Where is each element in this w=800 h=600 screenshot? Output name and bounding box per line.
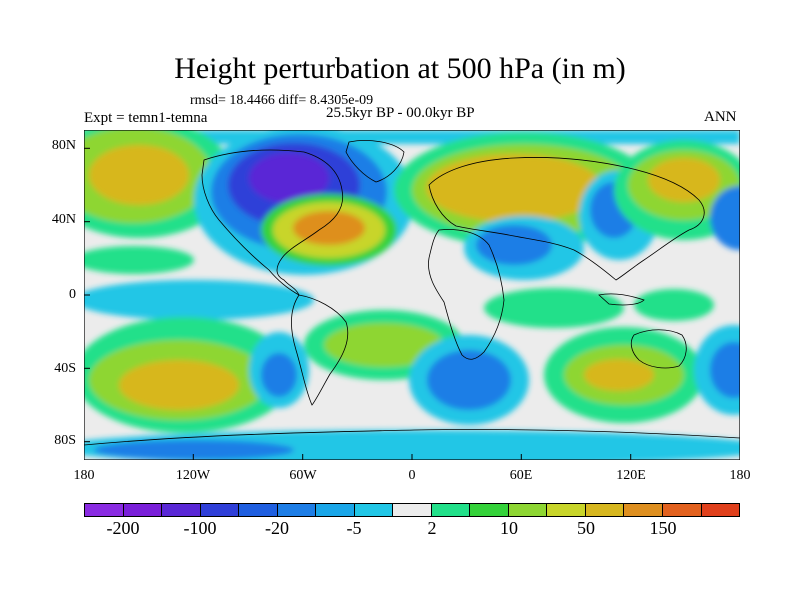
colorbar	[84, 503, 740, 517]
contour-band	[427, 350, 511, 410]
colorbar-label: -100	[183, 518, 217, 538]
contour-band	[119, 360, 239, 410]
contour-band	[249, 153, 329, 203]
colorbar-label: 2	[427, 518, 437, 538]
lat-label-80n: 80N	[51, 138, 76, 153]
colorbar-label: 50	[577, 518, 595, 538]
colorbar-segment-12	[547, 504, 586, 516]
colorbar-segment-13	[585, 504, 625, 516]
coast-africa	[428, 229, 505, 360]
colorbar-label: 10	[500, 518, 518, 538]
season-label: ANN	[704, 109, 737, 125]
colorbar-segment-11	[508, 504, 548, 516]
colorbar-segment-2	[162, 504, 201, 516]
contour-band	[89, 145, 189, 205]
contour-map	[84, 130, 740, 460]
contour-band	[426, 154, 602, 222]
colorbar-segment-9	[431, 504, 471, 516]
colorbar-segment-1	[123, 504, 163, 516]
contour-band	[84, 246, 194, 274]
colorbar-segment-15	[662, 504, 702, 516]
period-label: 25.5kyr BP - 00.0kyr BP	[326, 105, 475, 121]
coast-south-america	[291, 294, 349, 406]
colorbar-segment-6	[316, 504, 355, 516]
colorbar-segment-16	[701, 504, 740, 516]
contour-band	[476, 225, 552, 265]
contour-band	[710, 342, 740, 398]
colorbar-segment-14	[624, 504, 663, 516]
colorbar-label: -200	[106, 518, 140, 538]
plot-title: Height perturbation at 500 hPa (in m)	[174, 52, 626, 85]
stats-line: rmsd= 18.4466 diff= 8.4305e-09	[190, 93, 374, 108]
experiment-label: Expt = temn1-temna	[84, 110, 208, 126]
lon-label-180w: 180	[73, 468, 95, 483]
colorbar-segment-3	[200, 504, 240, 516]
contour-band	[324, 323, 444, 367]
contour-band	[648, 158, 720, 202]
coast-indonesia	[598, 293, 645, 306]
colorbar-segment-10	[470, 504, 509, 516]
lon-label-120w: 120W	[175, 468, 211, 483]
colorbar-label: 150	[649, 518, 677, 538]
coast-greenland	[345, 140, 405, 183]
colorbar-segment-4	[239, 504, 278, 516]
colorbar-label: -20	[265, 518, 289, 538]
lat-label-40s: 40S	[54, 361, 76, 376]
lat-label-0: 0	[69, 287, 76, 302]
colorbar-label: -5	[346, 518, 362, 538]
coast-north-america	[201, 149, 344, 296]
coast-australia	[630, 329, 687, 369]
coastlines	[84, 140, 740, 446]
colorbar-segment-0	[85, 504, 124, 516]
lon-label-0: 0	[408, 468, 416, 483]
lon-label-120e: 120E	[616, 468, 646, 483]
lat-label-80s: 80S	[54, 433, 76, 448]
contour-band	[261, 353, 297, 397]
coast-europe-asia	[428, 157, 705, 281]
contour-band	[84, 280, 314, 320]
contour-band	[584, 359, 654, 391]
colorbar-segment-5	[277, 504, 317, 516]
lon-label-60e: 60E	[509, 468, 533, 483]
lon-label-180e: 180	[729, 468, 751, 483]
contour-band	[293, 211, 365, 245]
colorbar-segment-7	[354, 504, 394, 516]
coast-antarctica	[84, 429, 740, 446]
contour-band	[710, 186, 740, 250]
lon-label-60w: 60W	[289, 468, 317, 483]
contour-band	[484, 288, 624, 328]
contour-band	[634, 289, 714, 321]
lat-label-40n: 40N	[51, 212, 76, 227]
contour-band	[94, 440, 294, 460]
colorbar-segment-8	[393, 504, 432, 516]
